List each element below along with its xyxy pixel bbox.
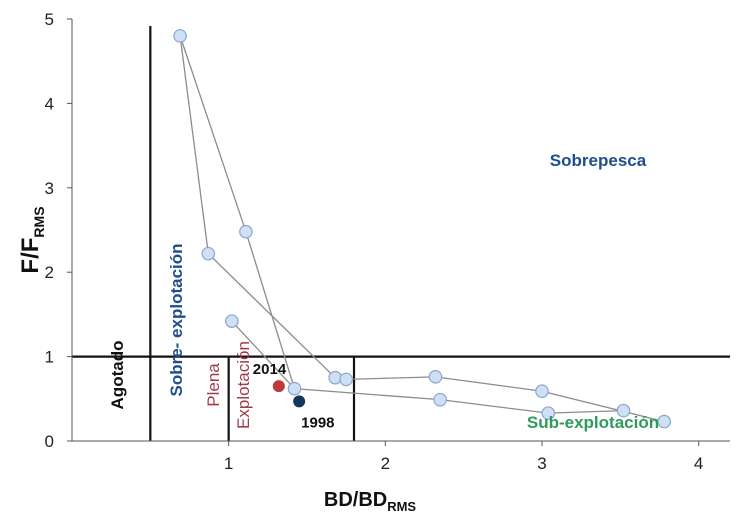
data-point	[433, 392, 447, 407]
data-point	[616, 403, 631, 418]
highlighted-points: 2014 1998	[253, 361, 335, 431]
x-axis-title: BD/BDRMS	[324, 489, 417, 514]
highlight-point-1998	[293, 395, 306, 408]
x-tick-label: 1	[224, 454, 233, 473]
zone-label-2: Agotado	[108, 341, 127, 410]
x-tick-label: 2	[381, 454, 390, 473]
y-axis-title: F/FRMS	[17, 206, 47, 273]
year-label-2014: 2014	[253, 361, 287, 378]
data-point	[225, 314, 239, 328]
y-tick-label: 1	[45, 348, 54, 367]
series-line	[231, 320, 295, 390]
zone-labels: Sobrepesca Agotado Sobre- explotación Plena…	[108, 151, 659, 432]
y-tick-label: 5	[45, 10, 54, 29]
data-point	[339, 372, 353, 387]
y-tick-label: 0	[45, 432, 54, 451]
x-tick-label: 4	[694, 454, 703, 473]
reference-lines	[72, 26, 730, 441]
year-label-1998: 1998	[301, 414, 334, 431]
data-point	[239, 224, 253, 239]
data-point	[201, 246, 216, 261]
y-tick-label: 4	[45, 94, 54, 113]
data-point	[287, 381, 302, 396]
zone-label-5: Explotación	[234, 341, 253, 429]
data-point	[541, 406, 556, 420]
data-point	[657, 414, 671, 429]
axes	[71, 19, 730, 442]
zone-label-6: Sub-explotación	[527, 413, 659, 432]
data-point	[428, 370, 443, 384]
zone-label-3: Sobre- explotación	[167, 243, 186, 396]
data-point	[535, 384, 549, 399]
y-tick-label: 3	[45, 179, 54, 198]
data-point	[328, 370, 342, 385]
y-tick-label: 2	[45, 263, 54, 282]
data-point	[173, 29, 187, 43]
tick-labels: 0 1 2 3 4 5 1 2 3 4	[45, 10, 704, 473]
zone-label-4: Plena	[204, 363, 223, 407]
series-points	[173, 29, 671, 429]
highlight-point-2014	[272, 380, 285, 393]
x-tick-label: 3	[537, 454, 546, 473]
series-line	[179, 35, 624, 414]
zone-label-1: Sobrepesca	[550, 151, 647, 170]
